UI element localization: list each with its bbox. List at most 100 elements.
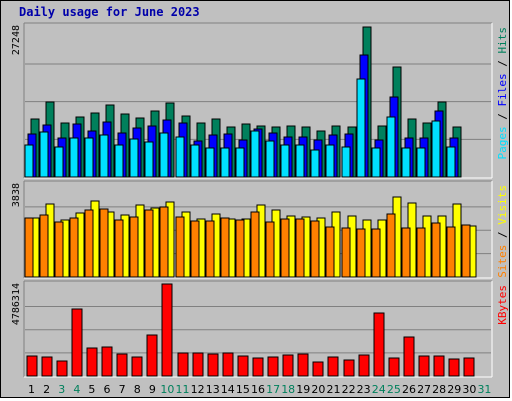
bar-pages-day-15 xyxy=(235,147,245,178)
bar-pages-day-3 xyxy=(54,146,64,178)
x-tick-label-day-4: 4 xyxy=(73,383,80,396)
bar-kbytes-day-17 xyxy=(267,356,279,377)
bar-kbytes-day-27 xyxy=(418,355,430,377)
bar-pages-day-17 xyxy=(265,140,275,178)
bar-kbytes-day-18 xyxy=(282,354,294,377)
bar-kbytes-day-11 xyxy=(177,352,189,377)
x-tick-label-day-13: 13 xyxy=(206,383,220,396)
bar-pages-day-27 xyxy=(416,147,426,178)
bar-sites-day-18 xyxy=(280,218,290,278)
bar-pages-day-25 xyxy=(386,116,396,178)
x-tick-label-day-22: 22 xyxy=(342,383,356,396)
x-tick-label-day-7: 7 xyxy=(119,383,126,396)
bar-pages-day-22 xyxy=(341,146,351,178)
bar-sites-day-8 xyxy=(129,216,139,278)
legend-part-0: Sites xyxy=(496,245,509,278)
x-tick-label-day-19: 19 xyxy=(296,383,310,396)
x-tick-label-day-18: 18 xyxy=(281,383,295,396)
x-tick-label-day-20: 20 xyxy=(311,383,325,396)
bar-sites-day-3 xyxy=(54,221,64,278)
bar-sites-day-28 xyxy=(431,222,441,278)
chart-panel-hits-files-pages: 27248 xyxy=(11,22,493,179)
bar-pages-day-4 xyxy=(69,137,79,178)
bar-sites-day-6 xyxy=(99,208,109,278)
bar-sites-day-9 xyxy=(144,209,154,278)
bar-kbytes-day-7 xyxy=(116,353,128,377)
bar-sites-day-17 xyxy=(265,221,275,278)
bar-sites-day-13 xyxy=(205,220,215,278)
x-tick-label-day-31: 31 xyxy=(477,383,491,396)
bar-kbytes-day-4 xyxy=(71,308,83,377)
bar-kbytes-day-25 xyxy=(388,357,400,377)
y-max-label: 4786314 xyxy=(11,283,22,325)
legend-panel-1: Sites / Visits xyxy=(496,185,509,278)
x-tick-label-day-23: 23 xyxy=(357,383,371,396)
bar-sites-day-20 xyxy=(310,220,320,278)
x-tick-label-day-29: 29 xyxy=(447,383,461,396)
bar-sites-day-7 xyxy=(114,219,124,278)
x-tick-label-day-5: 5 xyxy=(88,383,95,396)
bar-pages-day-21 xyxy=(325,144,335,178)
x-tick-label-day-25: 25 xyxy=(387,383,401,396)
bar-sites-day-19 xyxy=(295,218,305,278)
bar-kbytes-day-26 xyxy=(403,336,415,377)
x-tick-label-day-15: 15 xyxy=(236,383,250,396)
bar-pages-day-9 xyxy=(144,141,154,178)
bar-pages-day-8 xyxy=(129,138,139,178)
legend-part-2: Files xyxy=(496,73,509,106)
x-tick-label-day-1: 1 xyxy=(28,383,35,396)
bar-pages-day-13 xyxy=(205,147,215,178)
bar-kbytes-day-28 xyxy=(433,355,445,377)
bar-pages-day-7 xyxy=(114,144,124,178)
legend-part-3: / xyxy=(496,54,509,74)
bar-sites-day-16 xyxy=(250,211,260,278)
x-tick-label-day-26: 26 xyxy=(402,383,416,396)
bar-sites-day-24 xyxy=(371,228,381,278)
x-tick-label-day-2: 2 xyxy=(43,383,50,396)
bar-sites-day-10 xyxy=(159,206,169,278)
bar-kbytes-day-29 xyxy=(448,358,460,377)
x-tick-label-day-28: 28 xyxy=(432,383,446,396)
x-tick-label-day-27: 27 xyxy=(417,383,431,396)
x-tick-label-day-6: 6 xyxy=(104,383,111,396)
bar-pages-day-14 xyxy=(220,147,230,178)
bar-pages-day-12 xyxy=(190,144,200,178)
bar-kbytes-day-9 xyxy=(146,334,158,377)
bar-kbytes-day-21 xyxy=(327,356,339,377)
bar-kbytes-day-3 xyxy=(56,360,68,377)
bar-kbytes-day-14 xyxy=(222,352,234,377)
bar-sites-day-30 xyxy=(461,224,471,278)
bar-sites-day-11 xyxy=(175,216,185,278)
legend-part-4: Hits xyxy=(496,27,509,54)
bar-sites-day-25 xyxy=(386,213,396,278)
bar-sites-day-29 xyxy=(446,226,456,278)
x-tick-label-day-9: 9 xyxy=(149,383,156,396)
bar-kbytes-day-6 xyxy=(101,346,113,377)
legend-panel-0: Pages / Files / Hits xyxy=(496,27,509,160)
bar-sites-day-27 xyxy=(416,227,426,278)
bar-pages-day-18 xyxy=(280,144,290,178)
x-tick-label-day-16: 16 xyxy=(251,383,265,396)
chart-panel-visits-sites: 3838 xyxy=(11,180,493,279)
legend-part-2: Visits xyxy=(496,185,509,225)
bar-pages-day-23 xyxy=(356,78,366,178)
bar-kbytes-day-8 xyxy=(131,356,143,377)
x-tick-label-day-11: 11 xyxy=(176,383,190,396)
legend-part-1: / xyxy=(496,225,509,245)
chart-title: Daily usage for June 2023 xyxy=(19,5,200,19)
bar-kbytes-day-2 xyxy=(41,356,53,377)
bar-pages-day-5 xyxy=(84,137,94,178)
bar-pages-day-2 xyxy=(39,131,49,178)
x-tick-label-day-30: 30 xyxy=(462,383,476,396)
bar-pages-day-10 xyxy=(159,132,169,178)
bar-sites-day-23 xyxy=(356,228,366,278)
x-tick-label-day-14: 14 xyxy=(221,383,235,396)
bar-pages-day-6 xyxy=(99,134,109,178)
bar-sites-day-22 xyxy=(341,227,351,278)
bar-kbytes-day-22 xyxy=(343,359,355,377)
bar-pages-day-11 xyxy=(175,136,185,178)
bar-sites-day-1 xyxy=(24,217,34,278)
bar-pages-day-16 xyxy=(250,130,260,178)
